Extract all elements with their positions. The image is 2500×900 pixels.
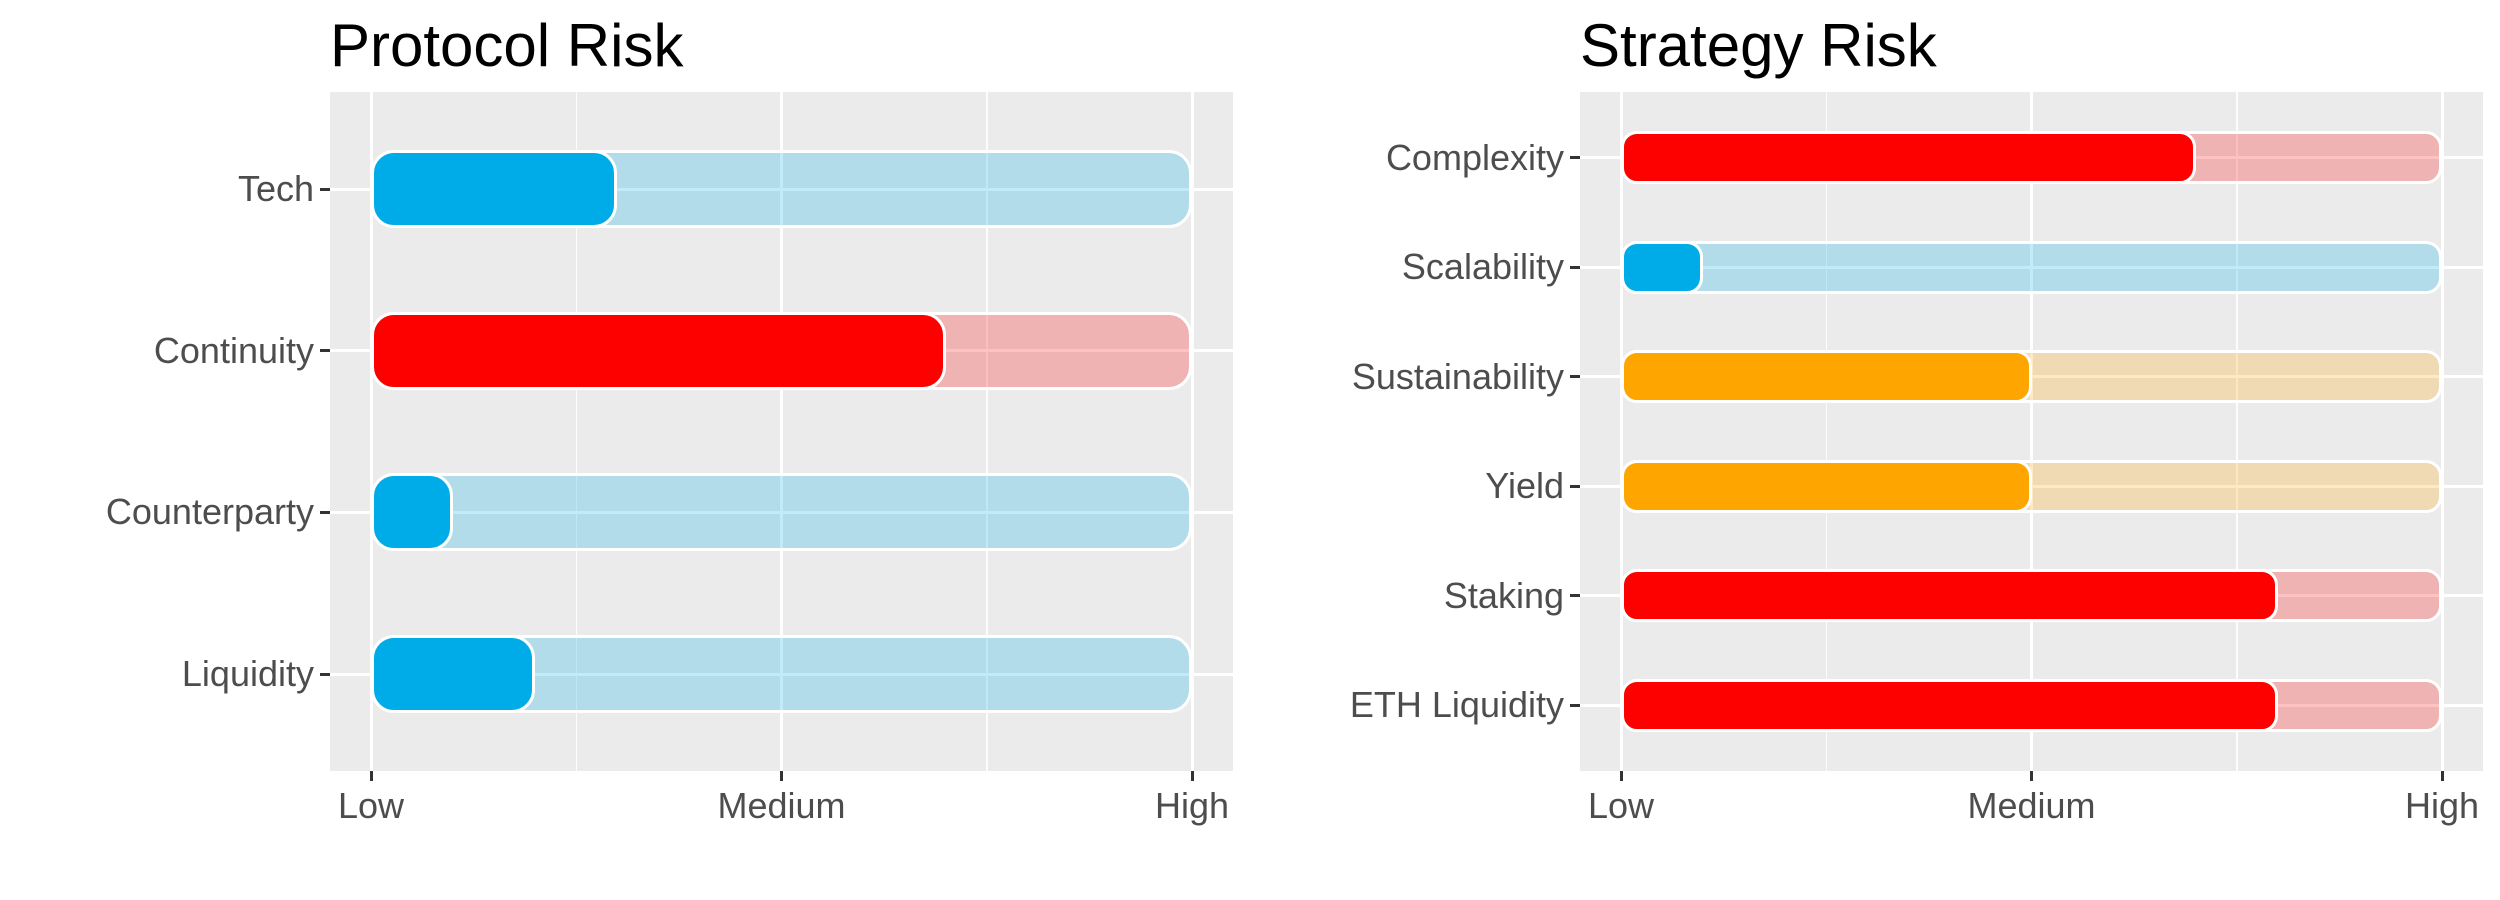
category-tick-mark	[1570, 156, 1580, 160]
category-tick-mark	[1570, 375, 1580, 379]
bar	[1621, 569, 2278, 623]
category-tick-mark	[1570, 594, 1580, 598]
bar	[1621, 240, 1704, 294]
category-label: Continuity	[153, 329, 314, 371]
horizontal-major-gridline	[1580, 375, 2483, 379]
vertical-major-gridline	[2440, 92, 2444, 771]
chart-title: Protocol Risk	[330, 12, 684, 79]
category-label: Liquidity	[181, 653, 314, 694]
category-tick-mark	[1570, 703, 1580, 707]
plot-panel	[330, 92, 1233, 771]
protocol-risk-chart: Protocol Risk Tech Continuity Counterparty…	[105, 12, 1233, 826]
x-axis-tick-mark	[1190, 771, 1194, 781]
bar	[371, 635, 536, 713]
category-tick-mark	[320, 510, 330, 514]
vertical-major-gridline	[1619, 92, 1623, 771]
bar	[371, 473, 454, 552]
bar	[1621, 459, 2032, 513]
vertical-minor-gridline	[575, 92, 577, 771]
x-axis-tick-mark	[780, 771, 783, 781]
category-tick-mark	[320, 672, 330, 676]
horizontal-major-gridline	[330, 510, 1233, 514]
x-axis-tick-mark	[2030, 771, 2033, 781]
bar	[371, 150, 618, 228]
vertical-minor-gridline	[986, 92, 988, 771]
bar-track	[1621, 240, 2442, 294]
x-axis-tick-label: High	[1154, 785, 1230, 826]
category-label: Counterparty	[105, 491, 314, 533]
category-label: Tech	[237, 168, 314, 209]
category-label: Yield	[1485, 465, 1564, 507]
strategy-risk-chart: Strategy Risk Complexity Scalability Susta…	[1250, 0, 2500, 900]
horizontal-major-gridline	[330, 672, 1233, 676]
vertical-major-gridline	[780, 92, 783, 771]
category-label: ETH Liquidity	[1349, 684, 1564, 726]
category-label: Scalability	[1401, 246, 1564, 288]
x-axis-tick-label: High	[2404, 785, 2480, 826]
x-axis-tick-mark	[1619, 771, 1623, 781]
category-tick-mark	[320, 349, 330, 353]
category-tick-mark	[1570, 484, 1580, 488]
category-label: Complexity	[1385, 136, 1564, 178]
category-tick-mark	[320, 187, 330, 191]
vertical-minor-gridline	[1825, 92, 1827, 771]
vertical-major-gridline	[369, 92, 373, 771]
vertical-major-gridline	[1190, 92, 1194, 771]
x-axis-tick-label: Medium	[1967, 785, 2096, 826]
vertical-minor-gridline	[2236, 92, 2238, 771]
chart-title: Strategy Risk	[1580, 12, 1937, 79]
bar-track	[371, 473, 1192, 552]
x-axis-tick-mark	[369, 771, 373, 781]
bar	[1621, 131, 2196, 185]
horizontal-major-gridline	[1580, 265, 2483, 269]
category-label: Staking	[1443, 574, 1564, 616]
x-axis-tick-mark	[2440, 771, 2444, 781]
category-label: Sustainability	[1351, 355, 1564, 397]
plot-panel	[1580, 92, 2483, 771]
x-axis-tick-label: Low	[337, 785, 405, 826]
horizontal-major-gridline	[330, 187, 1233, 191]
vertical-major-gridline	[2030, 92, 2033, 771]
horizontal-major-gridline	[1580, 484, 2483, 488]
category-tick-mark	[1570, 265, 1580, 269]
x-axis-tick-label: Low	[1587, 785, 1655, 826]
bar	[371, 311, 946, 390]
x-axis-tick-label: Medium	[717, 785, 846, 826]
bar	[1621, 350, 2032, 404]
bar	[1621, 678, 2278, 732]
